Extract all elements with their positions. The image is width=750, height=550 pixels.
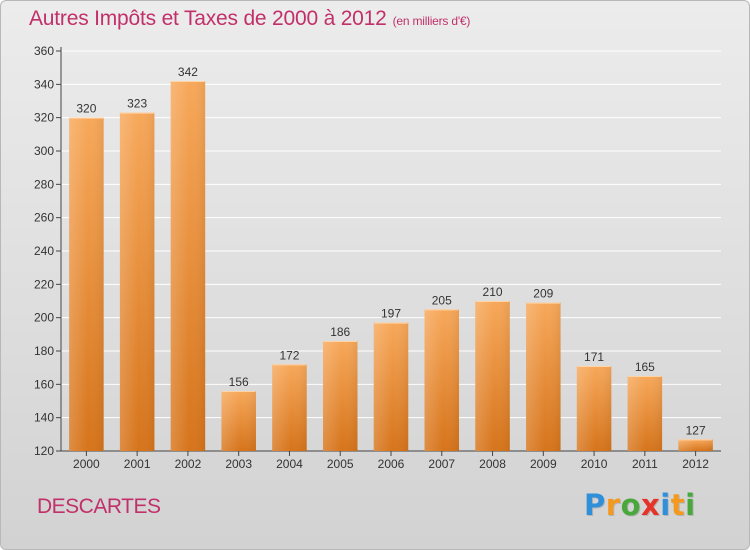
bar-sheen [526, 302, 561, 451]
y-tick-label: 260 [34, 211, 54, 225]
bar-sheen [424, 309, 460, 451]
data-label: 171 [584, 350, 604, 364]
data-label: 209 [533, 287, 553, 301]
x-tick-label: 2008 [479, 457, 506, 471]
data-label: 342 [178, 65, 198, 79]
x-tick-label: 2012 [682, 457, 709, 471]
bar-sheen [119, 112, 155, 452]
x-tick-label: 2000 [73, 457, 100, 471]
proxiti-logo[interactable]: Proxiti [584, 488, 696, 526]
y-tick-label: 320 [34, 111, 54, 125]
y-tick-label: 180 [34, 344, 54, 358]
y-tick-label: 360 [34, 44, 54, 58]
data-label: 127 [686, 423, 706, 437]
x-tick-label: 2005 [327, 457, 354, 471]
x-tick-label: 2002 [175, 457, 202, 471]
y-tick-label: 280 [34, 177, 54, 191]
logo-letter: t [670, 488, 686, 522]
bar-sheen [322, 341, 358, 451]
bar-sheen [373, 322, 409, 451]
x-tick-label: 2003 [225, 457, 252, 471]
data-label: 156 [229, 375, 249, 389]
data-label: 323 [127, 97, 147, 111]
bar-sheen [627, 376, 663, 451]
x-tick-label: 2011 [632, 457, 658, 471]
x-tick-label: 2010 [581, 457, 608, 471]
commune-name: DESCARTES [37, 495, 161, 518]
y-tick-label: 240 [34, 244, 54, 258]
bar-sheen [576, 366, 612, 451]
logo-letter: i [660, 488, 671, 522]
bar-sheen [69, 117, 104, 452]
chart-title-text: Autres Impôts et Taxes de 2000 à 2012 [29, 7, 387, 30]
logo-letter: r [605, 488, 621, 522]
data-label: 165 [635, 360, 655, 374]
x-tick-label: 2001 [124, 457, 151, 471]
x-tick-label: 2009 [530, 457, 557, 471]
logo-letter: x [641, 488, 661, 522]
y-tick-label: 200 [34, 311, 54, 325]
x-tick-label: 2004 [276, 457, 303, 471]
x-tick-label: 2006 [378, 457, 405, 471]
bar-sheen [475, 301, 510, 451]
y-tick-label: 300 [34, 144, 54, 158]
data-label: 320 [76, 102, 96, 116]
logo-letter: i [685, 488, 696, 522]
logo-letter: o [620, 488, 642, 522]
y-tick-label: 220 [34, 277, 54, 291]
logo-letter: P [584, 488, 606, 522]
y-tick-label: 160 [34, 377, 54, 391]
data-label: 205 [432, 293, 452, 307]
bar-layer [69, 81, 713, 452]
y-tick-label: 140 [34, 411, 54, 425]
data-label: 172 [279, 348, 299, 362]
data-label: 197 [381, 307, 401, 321]
bar-sheen [170, 81, 206, 451]
chart-title: Autres Impôts et Taxes de 2000 à 2012 (en… [29, 7, 470, 31]
data-label: 186 [330, 325, 350, 339]
bar-sheen [678, 439, 713, 451]
y-tick-label: 120 [34, 444, 54, 458]
data-label: 210 [483, 285, 503, 299]
bar-sheen [221, 391, 256, 451]
x-tick-label: 2007 [428, 457, 455, 471]
y-tick-label: 340 [34, 77, 54, 91]
bar-sheen [272, 364, 307, 451]
label-layer: 320 2000 323 2001 342 2002 156 2003 172 2004 186 20… [73, 65, 709, 471]
chart-subtitle: (en milliers d'€) [392, 14, 471, 28]
